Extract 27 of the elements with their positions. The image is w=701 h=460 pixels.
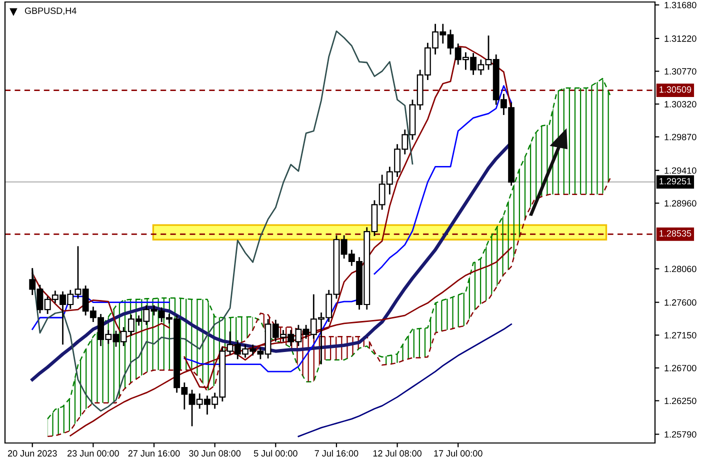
y-tick-label: 1.28060 — [664, 266, 696, 272]
x-tick-label: 17 Jul 00:00 — [434, 450, 482, 457]
y-tick-label: 1.27150 — [664, 332, 696, 338]
line-series — [298, 323, 512, 438]
y-tick-label: 1.29870 — [664, 134, 696, 140]
y-tick-label: 1.31220 — [664, 35, 696, 42]
y-tick-label: 1.27600 — [664, 299, 696, 306]
y-tick-label: 1.30770 — [664, 68, 696, 75]
ref-line-label: 1.30509 — [660, 86, 692, 93]
y-tick-label: 1.29410 — [664, 167, 696, 174]
text: GBPUSD,H4 — [24, 8, 76, 15]
x-tick-label: 27 Jun 16:00 — [128, 450, 180, 457]
y-tick-label: 1.31680 — [664, 2, 696, 8]
ref-line-label: 1.29251 — [660, 178, 692, 184]
x-tick-label: 20 Jun 2023 — [8, 450, 57, 457]
x-tick-label: 30 Jun 08:00 — [189, 450, 241, 457]
y-tick-label: 1.28960 — [664, 200, 696, 207]
y-tick-label: 1.30320 — [664, 101, 696, 108]
ref-line-label: 1.28535 — [660, 230, 692, 237]
line-series — [32, 30, 414, 412]
x-tick-label: 12 Jul 08:00 — [373, 450, 422, 457]
y-tick-label: 1.26700 — [664, 364, 696, 372]
y-tick-label: 1.25790 — [664, 431, 696, 438]
x-tick-label: 23 Jun 00:00 — [68, 450, 119, 457]
x-tick-label: 7 Jul 16:00 — [314, 450, 358, 457]
x-tick-label: 5 Jul 00:00 — [254, 450, 298, 457]
y-tick-label: 1.26250 — [664, 398, 696, 404]
